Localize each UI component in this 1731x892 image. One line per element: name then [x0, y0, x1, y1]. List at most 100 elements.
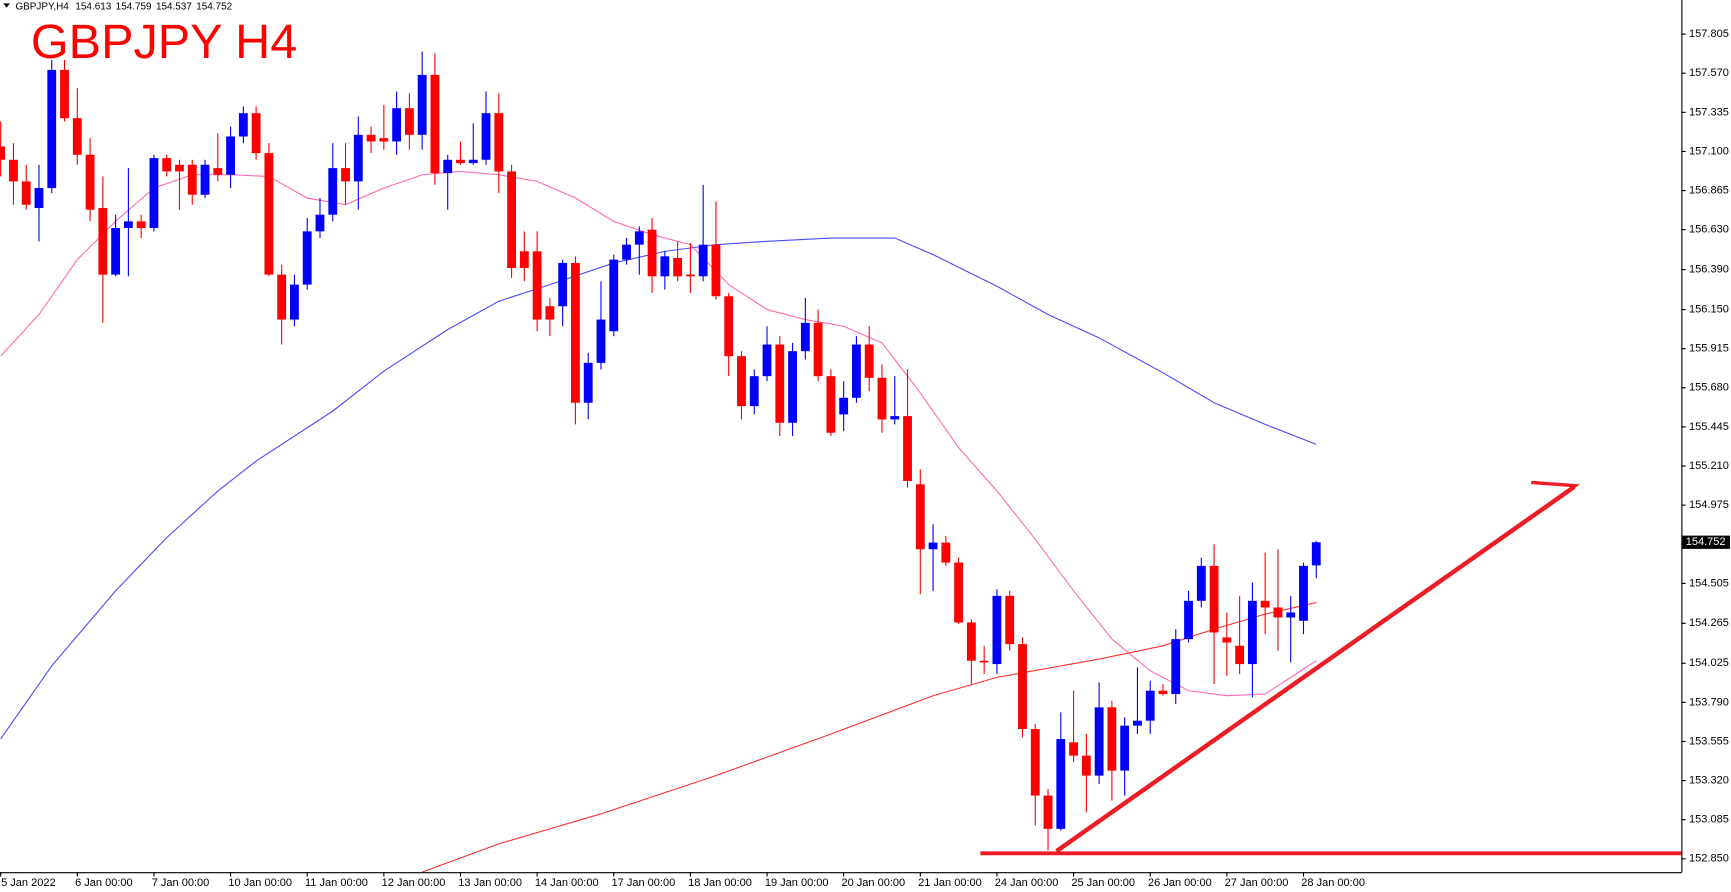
candle-body — [341, 168, 350, 182]
candle-body — [532, 251, 542, 320]
candle-body — [200, 164, 210, 195]
candle-body — [583, 362, 593, 403]
y-tick-label: 155.915 — [1689, 343, 1729, 355]
candle-body — [149, 158, 159, 229]
candle-body — [238, 113, 248, 137]
y-tick-label: 155.210 — [1689, 460, 1729, 472]
candle-body — [877, 377, 887, 420]
candle-body — [1311, 542, 1321, 566]
y-tick-label: 156.630 — [1689, 224, 1729, 236]
candle-body — [852, 344, 861, 398]
menu-triangle — [3, 3, 10, 8]
candle-body — [251, 113, 261, 154]
candle-body — [404, 108, 414, 135]
y-tick-label: 154.265 — [1689, 617, 1729, 629]
candle-body — [456, 159, 465, 164]
candle-body — [992, 595, 1002, 665]
candle-body — [1196, 565, 1206, 601]
arrow-head — [1531, 480, 1580, 496]
candle-body — [749, 376, 759, 407]
candle-body — [839, 397, 849, 415]
candle-body — [1286, 612, 1296, 618]
candle-body — [660, 256, 670, 277]
candle-body — [928, 542, 938, 550]
candle-body — [1184, 600, 1193, 640]
candle-body — [21, 181, 31, 205]
candle-body — [60, 69, 69, 119]
x-tick-label: 13 Jan 00:00 — [458, 877, 522, 889]
candle-body — [915, 484, 925, 550]
y-tick-label: 156.390 — [1689, 264, 1729, 276]
candle-body — [366, 134, 376, 142]
candle-body — [123, 221, 133, 229]
candle-body — [1069, 742, 1078, 756]
y-tick-label: 153.085 — [1689, 814, 1729, 826]
candle-body — [0, 146, 6, 160]
candle-body — [519, 251, 529, 268]
candle-body — [737, 356, 746, 407]
header-high: 154.759 — [116, 1, 152, 12]
candle-body — [1145, 690, 1155, 721]
y-tick-label: 157.335 — [1689, 106, 1729, 118]
candle-body — [481, 113, 491, 160]
x-tick-label: 24 Jan 00:00 — [995, 877, 1059, 889]
candle-body — [1260, 600, 1270, 608]
candle-body — [596, 319, 606, 363]
x-tick-label: 17 Jan 00:00 — [612, 877, 676, 889]
candle-body — [864, 344, 874, 378]
candle-body — [47, 69, 57, 189]
candle-body — [813, 322, 823, 377]
y-tick-label: 154.025 — [1689, 657, 1729, 669]
candle-body — [417, 74, 427, 135]
candle-body — [162, 158, 172, 172]
candle-body — [1209, 565, 1219, 633]
x-tick-label: 20 Jan 00:00 — [841, 877, 905, 889]
candle-body — [136, 221, 146, 229]
candle-body — [1133, 720, 1142, 726]
candle-body — [711, 244, 721, 297]
candle-body — [545, 306, 555, 320]
candle-body — [9, 159, 18, 182]
candle-body — [698, 244, 708, 277]
candle-body — [72, 118, 82, 155]
candle-body — [1273, 607, 1283, 618]
last-price-label: 154.752 — [1686, 536, 1726, 548]
candle-body — [468, 159, 478, 164]
candle-body — [826, 376, 836, 433]
candle-body — [788, 351, 797, 423]
candle-body — [647, 229, 657, 277]
candle-body — [443, 159, 453, 174]
x-tick-label: 12 Jan 00:00 — [382, 877, 446, 889]
x-tick-label: 18 Jan 00:00 — [688, 877, 752, 889]
candle-body — [111, 228, 121, 275]
candle-body — [1107, 707, 1117, 771]
candle-body — [1056, 738, 1066, 829]
y-tick-label: 153.320 — [1689, 774, 1729, 786]
candle-body — [890, 416, 900, 420]
candle-body — [634, 231, 644, 245]
candle-body — [85, 154, 95, 210]
x-tick-label: 5 Jan 2022 — [1, 877, 56, 889]
candle-body — [494, 113, 504, 172]
x-tick-label: 14 Jan 00:00 — [535, 877, 599, 889]
y-tick-label: 152.850 — [1689, 853, 1729, 865]
candle-body — [226, 136, 235, 175]
candle-body — [213, 168, 223, 175]
candle-body — [1030, 728, 1040, 796]
candle-body — [34, 188, 44, 209]
candle-body — [379, 138, 389, 142]
x-tick-label: 21 Jan 00:00 — [918, 877, 982, 889]
candle-body — [1247, 600, 1257, 665]
moving-average — [0, 237, 1317, 740]
candle-body — [979, 660, 989, 663]
x-tick-label: 7 Jan 00:00 — [152, 877, 210, 889]
y-tick-label: 153.790 — [1689, 696, 1729, 708]
x-tick-label: 27 Jan 00:00 — [1225, 877, 1289, 889]
chart-title: GBPJPY H4 — [31, 15, 297, 69]
y-tick-label: 154.505 — [1689, 577, 1729, 589]
candle-body — [609, 259, 619, 332]
x-tick-label: 11 Jan 00:00 — [305, 877, 368, 889]
candle-body — [775, 344, 785, 423]
